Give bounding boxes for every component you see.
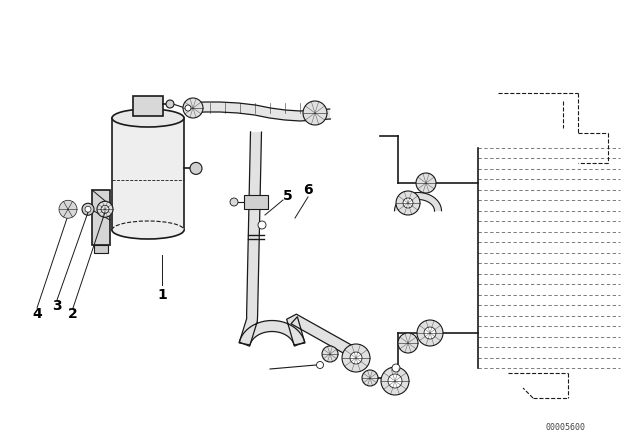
Polygon shape <box>239 132 361 360</box>
Circle shape <box>230 198 238 206</box>
Polygon shape <box>185 102 330 121</box>
Circle shape <box>381 367 409 395</box>
Bar <box>94 245 108 253</box>
Circle shape <box>322 346 338 362</box>
Circle shape <box>258 221 266 229</box>
Circle shape <box>392 364 400 372</box>
Circle shape <box>396 191 420 215</box>
Ellipse shape <box>112 109 184 127</box>
Text: 1: 1 <box>157 288 167 302</box>
Bar <box>244 195 268 209</box>
Circle shape <box>65 206 71 212</box>
Circle shape <box>417 320 443 346</box>
Circle shape <box>183 98 203 118</box>
Circle shape <box>403 198 413 208</box>
Circle shape <box>342 344 370 372</box>
Circle shape <box>185 105 191 111</box>
Ellipse shape <box>112 221 184 239</box>
Circle shape <box>166 100 174 108</box>
Circle shape <box>82 203 94 215</box>
Text: 3: 3 <box>52 299 62 313</box>
Circle shape <box>388 374 402 388</box>
Bar <box>92 190 110 245</box>
Text: 00005600: 00005600 <box>545 423 585 432</box>
Circle shape <box>350 352 362 364</box>
Circle shape <box>416 173 436 193</box>
Circle shape <box>59 200 77 218</box>
Circle shape <box>398 333 418 353</box>
Text: 2: 2 <box>68 307 78 321</box>
Bar <box>133 96 163 116</box>
Polygon shape <box>394 193 442 211</box>
Circle shape <box>101 205 109 213</box>
Circle shape <box>317 362 323 369</box>
Circle shape <box>97 201 113 217</box>
Text: 4: 4 <box>32 307 42 321</box>
Circle shape <box>62 203 74 215</box>
Bar <box>112 118 184 230</box>
Text: 6: 6 <box>303 183 313 197</box>
Circle shape <box>85 206 91 212</box>
Circle shape <box>424 327 436 339</box>
Circle shape <box>362 370 378 386</box>
Circle shape <box>190 162 202 174</box>
Text: 5: 5 <box>283 189 293 203</box>
Circle shape <box>303 101 327 125</box>
